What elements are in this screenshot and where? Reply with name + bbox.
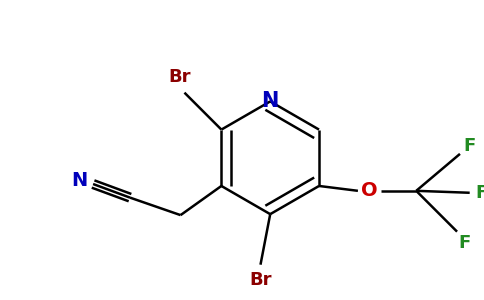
Text: F: F: [475, 184, 484, 202]
Text: F: F: [459, 234, 471, 252]
Text: Br: Br: [168, 68, 191, 86]
Text: F: F: [464, 137, 476, 155]
Text: N: N: [261, 92, 279, 111]
Text: O: O: [361, 181, 378, 200]
Text: N: N: [71, 171, 88, 190]
Text: Br: Br: [249, 271, 272, 289]
